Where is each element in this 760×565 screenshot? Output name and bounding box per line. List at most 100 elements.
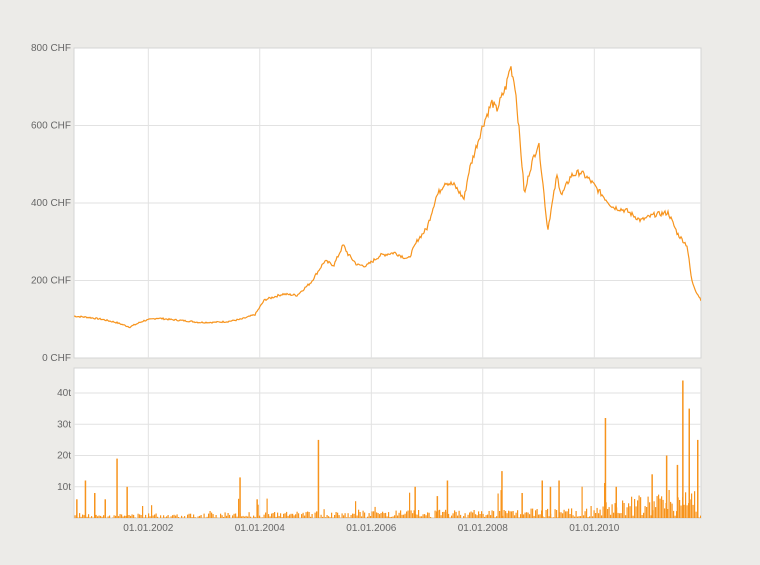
volume-bar-minor bbox=[561, 512, 562, 518]
volume-bar-minor bbox=[430, 517, 431, 518]
volume-bar-minor bbox=[306, 512, 307, 518]
volume-bar-minor bbox=[450, 518, 451, 519]
volume-bar-minor bbox=[646, 507, 647, 518]
volume-bar-minor bbox=[454, 510, 455, 518]
volume-y-tick-label: 40t bbox=[57, 388, 71, 399]
volume-bar-minor bbox=[525, 513, 526, 518]
volume-bar-minor bbox=[621, 513, 622, 518]
volume-bar-minor bbox=[649, 502, 650, 518]
volume-bar-minor bbox=[648, 497, 649, 518]
volume-bar-minor bbox=[199, 516, 200, 518]
volume-bar-minor bbox=[562, 513, 563, 518]
volume-bar-minor bbox=[607, 509, 608, 518]
volume-bar-minor bbox=[171, 516, 172, 518]
volume-bar-minor bbox=[193, 515, 194, 519]
volume-bar-minor bbox=[121, 515, 122, 519]
volume-bar-minor bbox=[123, 517, 124, 519]
price-y-tick-label: 200 CHF bbox=[31, 276, 71, 287]
volume-bar-minor bbox=[364, 513, 365, 519]
volume-bar-minor bbox=[496, 516, 497, 518]
volume-bar-minor bbox=[292, 514, 293, 518]
volume-bar-minor bbox=[372, 511, 373, 518]
volume-bar-minor bbox=[315, 513, 316, 518]
volume-bar-minor bbox=[178, 517, 179, 518]
volume-bar-minor bbox=[579, 516, 580, 518]
volume-bar-minor bbox=[115, 516, 116, 518]
volume-bar-minor bbox=[99, 516, 100, 519]
volume-bar-minor bbox=[600, 510, 601, 518]
volume-bar-minor bbox=[150, 516, 151, 518]
volume-bar-minor bbox=[555, 509, 556, 518]
volume-bar-minor bbox=[594, 510, 595, 518]
volume-bar-minor bbox=[675, 516, 676, 518]
volume-bar-minor bbox=[475, 514, 476, 518]
volume-bar-minor bbox=[382, 512, 383, 518]
volume-bar-minor bbox=[618, 513, 619, 518]
volume-bar-minor bbox=[376, 512, 377, 518]
volume-bar bbox=[697, 440, 699, 518]
volume-bar-minor bbox=[334, 515, 335, 518]
volume-bar-minor bbox=[591, 506, 592, 518]
volume-bar-minor bbox=[670, 502, 671, 518]
volume-bar-minor bbox=[273, 513, 274, 518]
volume-bar-minor bbox=[487, 515, 488, 518]
volume-bar-minor bbox=[427, 512, 428, 518]
volume-bar-minor bbox=[390, 517, 391, 518]
volume-bar-minor bbox=[189, 514, 190, 518]
volume-bar-minor bbox=[352, 514, 353, 518]
volume-bar-minor bbox=[435, 511, 436, 518]
volume-bar-minor bbox=[303, 513, 304, 518]
volume-bar-minor bbox=[439, 510, 440, 518]
volume-bar bbox=[76, 499, 78, 518]
volume-bar-minor bbox=[564, 510, 565, 518]
volume-bar-minor bbox=[141, 515, 142, 518]
volume-bar-minor bbox=[276, 517, 277, 518]
volume-bar-minor bbox=[228, 513, 229, 518]
volume-bar-minor bbox=[133, 515, 134, 518]
volume-bar-minor bbox=[394, 515, 395, 518]
volume-bar-minor bbox=[82, 515, 83, 518]
volume-bar-minor bbox=[492, 510, 493, 518]
volume-bar-minor bbox=[357, 516, 358, 519]
volume-bar-minor bbox=[681, 506, 682, 519]
volume-bar-minor bbox=[553, 517, 554, 518]
volume-bar-minor bbox=[571, 508, 572, 518]
volume-bar-minor bbox=[684, 505, 685, 518]
volume-bar-minor bbox=[81, 517, 82, 518]
volume-bar-minor bbox=[540, 514, 541, 518]
volume-bar-minor bbox=[687, 505, 688, 518]
volume-bar-minor bbox=[304, 516, 305, 518]
volume-bar-minor bbox=[472, 513, 473, 519]
volume-bar-minor bbox=[459, 511, 460, 518]
volume-bar-minor bbox=[619, 513, 620, 518]
volume-bar-minor bbox=[460, 515, 461, 518]
volume-bar-minor bbox=[418, 510, 419, 518]
volume-bar-minor bbox=[216, 515, 217, 518]
volume-bar-minor bbox=[573, 515, 574, 518]
volume-bar-minor bbox=[144, 517, 145, 518]
volume-bar bbox=[605, 418, 607, 518]
volume-bar-minor bbox=[424, 514, 425, 518]
volume-bar-minor bbox=[145, 515, 146, 518]
volume-bar-minor bbox=[108, 516, 109, 518]
volume-bar-minor bbox=[645, 506, 646, 518]
volume-bar-minor bbox=[387, 516, 388, 518]
volume-bar-minor bbox=[129, 515, 130, 518]
volume-bar-minor bbox=[213, 514, 214, 518]
volume-bar-minor bbox=[174, 515, 175, 518]
volume-bar-minor bbox=[624, 503, 625, 518]
volume-bar-minor bbox=[322, 517, 323, 518]
volume-bar-minor bbox=[507, 513, 508, 518]
volume-bar-minor bbox=[183, 518, 184, 519]
volume-bar-minor bbox=[135, 517, 136, 518]
volume-bar bbox=[126, 487, 128, 518]
volume-bar-minor bbox=[207, 517, 208, 518]
volume-bar bbox=[318, 440, 320, 518]
volume-y-tick-label: 20t bbox=[57, 451, 71, 462]
volume-bar-minor bbox=[489, 511, 490, 518]
volume-bar-minor bbox=[457, 516, 458, 518]
volume-bar-minor bbox=[244, 517, 245, 518]
volume-bar-minor bbox=[429, 513, 430, 518]
volume-bar-minor bbox=[657, 496, 658, 518]
